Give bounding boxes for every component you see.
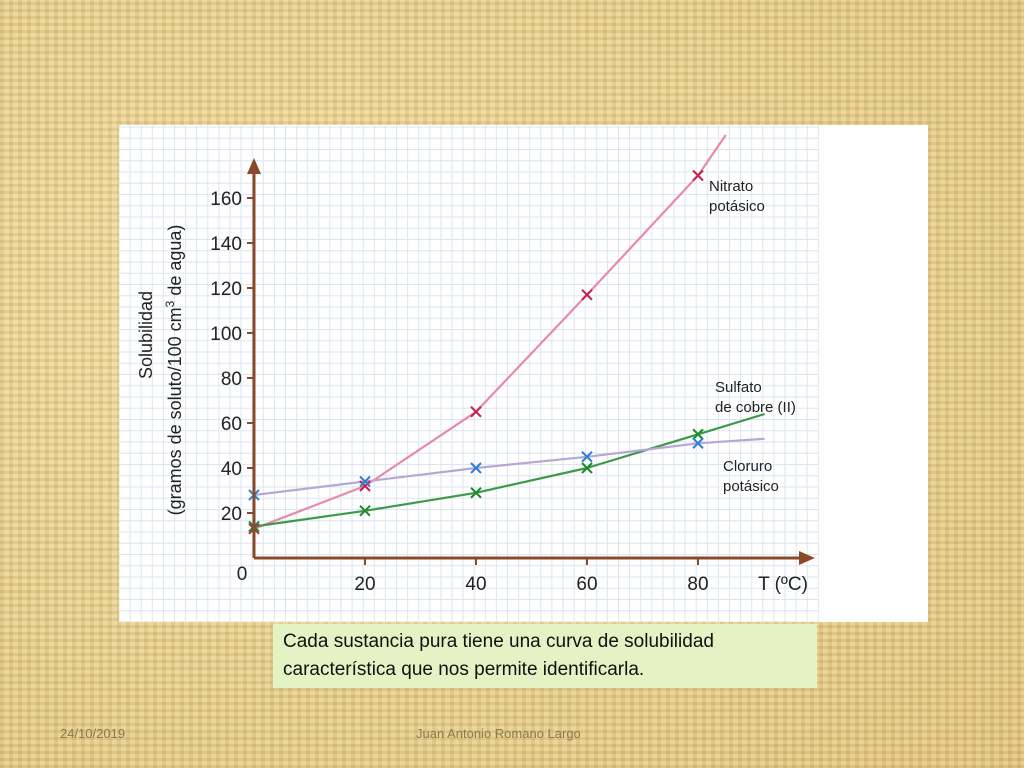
y-tick-label: 120 bbox=[210, 279, 242, 300]
x-tick-label: 40 bbox=[465, 574, 486, 595]
data-point-marker bbox=[692, 169, 704, 182]
series-label-1-line-1: Nitrato bbox=[709, 178, 753, 195]
origin-label: 0 bbox=[237, 564, 248, 585]
series-label-2-line-2: de cobre (II) bbox=[715, 399, 796, 416]
marker-stroke bbox=[359, 505, 371, 517]
marker-stroke bbox=[692, 169, 704, 182]
marker-stroke bbox=[581, 462, 593, 474]
x-tick-label: 60 bbox=[576, 574, 597, 595]
caption-line-1: Cada sustancia pura tiene una curva de s… bbox=[283, 631, 714, 652]
marker-stroke bbox=[692, 428, 704, 440]
x-axis-title: T (ºC) bbox=[758, 574, 808, 595]
solubility-chart: 20 40 60 80 100 120 140 160 20 40 60 80 0 T (ºC) Solub… bbox=[119, 125, 819, 622]
series-label-3-line-2: potásico bbox=[723, 478, 779, 495]
footer-author: Juan Antonio Romano Largo bbox=[416, 726, 581, 741]
data-point-marker bbox=[470, 487, 482, 499]
footer-date: 24/10/2019 bbox=[60, 726, 126, 741]
data-point-marker bbox=[692, 437, 704, 449]
y-axis-title-line-2: (gramos de soluto/100 cm3 de agua) bbox=[163, 225, 185, 516]
data-point-marker bbox=[470, 462, 482, 474]
data-point-marker bbox=[581, 451, 593, 463]
x-tick-label: 20 bbox=[354, 574, 375, 595]
x-tick-label: 80 bbox=[687, 574, 708, 595]
marker-stroke bbox=[581, 289, 593, 301]
y-tick-label: 60 bbox=[221, 414, 242, 435]
y-tick-label: 40 bbox=[221, 459, 242, 480]
data-point-marker bbox=[359, 475, 371, 488]
y-tick-label: 160 bbox=[210, 189, 242, 210]
series-line-3 bbox=[253, 437, 765, 497]
axes bbox=[247, 158, 815, 565]
marker-stroke bbox=[470, 406, 482, 418]
chart-panel: 20 40 60 80 100 120 140 160 20 40 60 80 0 T (ºC) Solub… bbox=[119, 125, 928, 622]
y-tick-label: 140 bbox=[210, 234, 242, 255]
caption-line-2: característica que nos permite identific… bbox=[283, 659, 645, 680]
y-tick-label: 80 bbox=[221, 369, 242, 390]
series-line-2 bbox=[253, 412, 765, 528]
data-point-marker bbox=[359, 480, 371, 492]
data-point-marker bbox=[581, 462, 593, 474]
marker-stroke bbox=[470, 487, 482, 499]
series-label-2-line-1: Sulfato bbox=[715, 379, 762, 396]
series-label-1-line-2: potásico bbox=[709, 198, 765, 215]
y-tick-label: 100 bbox=[210, 324, 242, 345]
data-point-marker bbox=[470, 406, 482, 418]
series-line-1 bbox=[253, 134, 727, 530]
marker-stroke bbox=[470, 462, 482, 474]
data-point-marker bbox=[359, 505, 371, 517]
marker-stroke bbox=[359, 475, 371, 488]
series-curves bbox=[253, 134, 765, 530]
data-point-marker bbox=[692, 428, 704, 440]
y-axis-title-line-1: Solubilidad bbox=[136, 291, 156, 379]
series-label-3-line-1: Cloruro bbox=[723, 458, 772, 475]
marker-stroke bbox=[359, 480, 371, 492]
grid bbox=[119, 125, 819, 622]
marker-stroke bbox=[581, 451, 593, 463]
y-axis-arrow-icon bbox=[247, 158, 261, 174]
marker-stroke bbox=[692, 437, 704, 449]
caption-box: Cada sustancia pura tiene una curva de s… bbox=[273, 624, 817, 688]
labels: 20 40 60 80 100 120 140 160 20 40 60 80 0 T (ºC) Solub… bbox=[136, 178, 808, 595]
y-tick-label: 20 bbox=[221, 504, 242, 525]
data-point-marker bbox=[581, 289, 593, 301]
x-axis-arrow-icon bbox=[799, 551, 815, 565]
